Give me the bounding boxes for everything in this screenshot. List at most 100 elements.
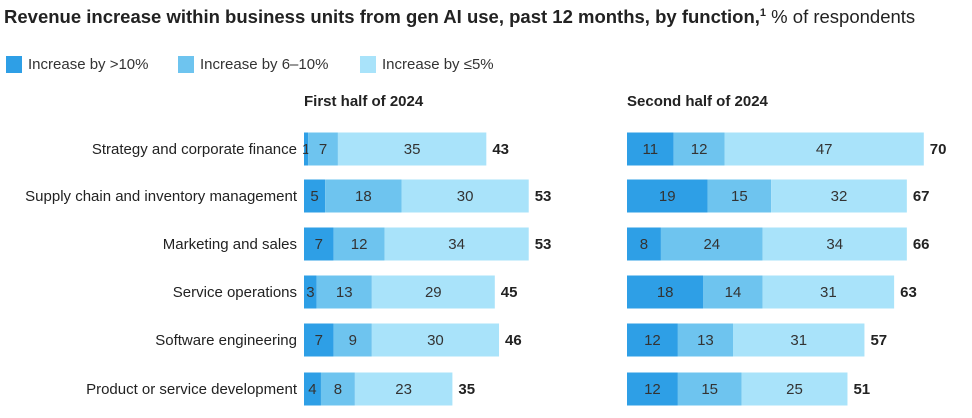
segment-value-label: 12 <box>691 141 708 158</box>
segment-value-label: 13 <box>697 332 714 349</box>
segment-value-label: 18 <box>355 188 372 205</box>
total-value-label: 53 <box>535 188 552 205</box>
segment-value-label: 8 <box>640 236 648 253</box>
segment-value-label: 7 <box>315 332 323 349</box>
bar-segment <box>677 372 742 406</box>
total-value-label: 51 <box>853 381 870 398</box>
bar-segment <box>762 275 895 309</box>
segment-value-label: 7 <box>319 141 327 158</box>
bar-segment <box>733 323 865 357</box>
bar-segment <box>304 227 334 261</box>
segment-value-label: 23 <box>395 381 412 398</box>
bar-segment <box>627 179 708 213</box>
segment-value-label: 25 <box>786 381 803 398</box>
segment-value-label: 29 <box>425 284 442 301</box>
segment-value-label: 24 <box>703 236 720 253</box>
bar-segment <box>627 132 674 166</box>
segment-value-label: 3 <box>306 284 314 301</box>
segment-value-label: 47 <box>816 141 833 158</box>
total-value-label: 57 <box>870 332 887 349</box>
segment-value-label: 7 <box>315 236 323 253</box>
bar-segment <box>724 132 924 166</box>
bar-segment <box>354 372 453 406</box>
bar-segment <box>304 132 309 166</box>
total-value-label: 45 <box>501 284 518 301</box>
bar-segment <box>762 227 907 261</box>
category-label: Strategy and corporate finance <box>92 141 297 158</box>
segment-value-label: 31 <box>820 284 837 301</box>
segment-value-label: 1 <box>302 141 310 158</box>
bar-segment <box>673 132 725 166</box>
total-value-label: 53 <box>535 236 552 253</box>
bar-segment <box>660 227 763 261</box>
total-value-label: 66 <box>913 236 930 253</box>
legend-swatch-le5 <box>360 55 376 73</box>
category-label: Service operations <box>173 284 297 301</box>
segment-value-label: 12 <box>644 381 661 398</box>
bar-segment <box>771 179 907 213</box>
bar-segment <box>627 372 678 406</box>
total-value-label: 67 <box>913 188 930 205</box>
segment-value-label: 31 <box>790 332 807 349</box>
legend-item-le5: Increase by ≤5% <box>360 54 494 74</box>
segment-value-label: 13 <box>336 284 353 301</box>
total-value-label: 46 <box>505 332 522 349</box>
bar-segment <box>304 275 317 309</box>
bar-segment <box>304 372 321 406</box>
chart-title: Revenue increase within business units f… <box>4 6 915 28</box>
bar-segment <box>371 323 500 357</box>
bar-segment <box>333 227 385 261</box>
bar-segment <box>316 275 372 309</box>
segment-value-label: 9 <box>349 332 357 349</box>
segment-value-label: 18 <box>657 284 674 301</box>
segment-value-label: 34 <box>826 236 843 253</box>
title-unit: % of respondents <box>766 6 916 27</box>
legend-label-le5: Increase by ≤5% <box>382 55 494 73</box>
legend-label-6to10: Increase by 6–10% <box>200 55 329 73</box>
legend-swatch-gt10 <box>6 55 22 73</box>
bar-segment <box>627 275 704 309</box>
legend-swatch-6to10 <box>178 55 194 73</box>
bar-segment <box>333 323 372 357</box>
bar-segment <box>703 275 763 309</box>
legend-item-6to10: Increase by 6–10% <box>178 54 328 74</box>
segment-value-label: 5 <box>310 188 318 205</box>
segment-value-label: 11 <box>643 141 659 158</box>
bar-segment <box>308 132 338 166</box>
category-label: Product or service development <box>86 381 298 398</box>
segment-value-label: 35 <box>404 141 421 158</box>
title-footnote: 1 <box>759 6 767 19</box>
segment-value-label: 12 <box>644 332 661 349</box>
segment-value-label: 30 <box>427 332 444 349</box>
segment-value-label: 4 <box>308 381 316 398</box>
segment-value-label: 14 <box>725 284 742 301</box>
total-value-label: 63 <box>900 284 917 301</box>
bar-segment <box>320 372 355 406</box>
segment-value-label: 8 <box>334 381 342 398</box>
category-label: Software engineering <box>155 332 297 349</box>
total-value-label: 70 <box>930 141 947 158</box>
bar-segment <box>384 227 529 261</box>
total-value-label: 43 <box>492 141 509 158</box>
bar-segment <box>401 179 529 213</box>
segment-value-label: 15 <box>701 381 718 398</box>
segment-value-label: 32 <box>831 188 848 205</box>
segment-value-label: 30 <box>457 188 474 205</box>
bar-segment <box>337 132 487 166</box>
bar-segment <box>707 179 772 213</box>
legend-label-gt10: Increase by >10% <box>28 55 149 73</box>
bar-segment <box>371 275 495 309</box>
panel-title-second-half: Second half of 2024 <box>627 93 768 110</box>
bar-segment <box>325 179 402 213</box>
bar-segment <box>677 323 733 357</box>
bar-segment <box>741 372 848 406</box>
bar-segment <box>627 323 678 357</box>
total-value-label: 35 <box>458 381 475 398</box>
bar-segment <box>627 227 661 261</box>
bar-segment <box>304 179 326 213</box>
segment-value-label: 34 <box>448 236 465 253</box>
segment-value-label: 15 <box>731 188 748 205</box>
title-bold: Revenue increase within business units f… <box>4 6 760 27</box>
bar-segment <box>304 323 334 357</box>
segment-value-label: 12 <box>351 236 368 253</box>
